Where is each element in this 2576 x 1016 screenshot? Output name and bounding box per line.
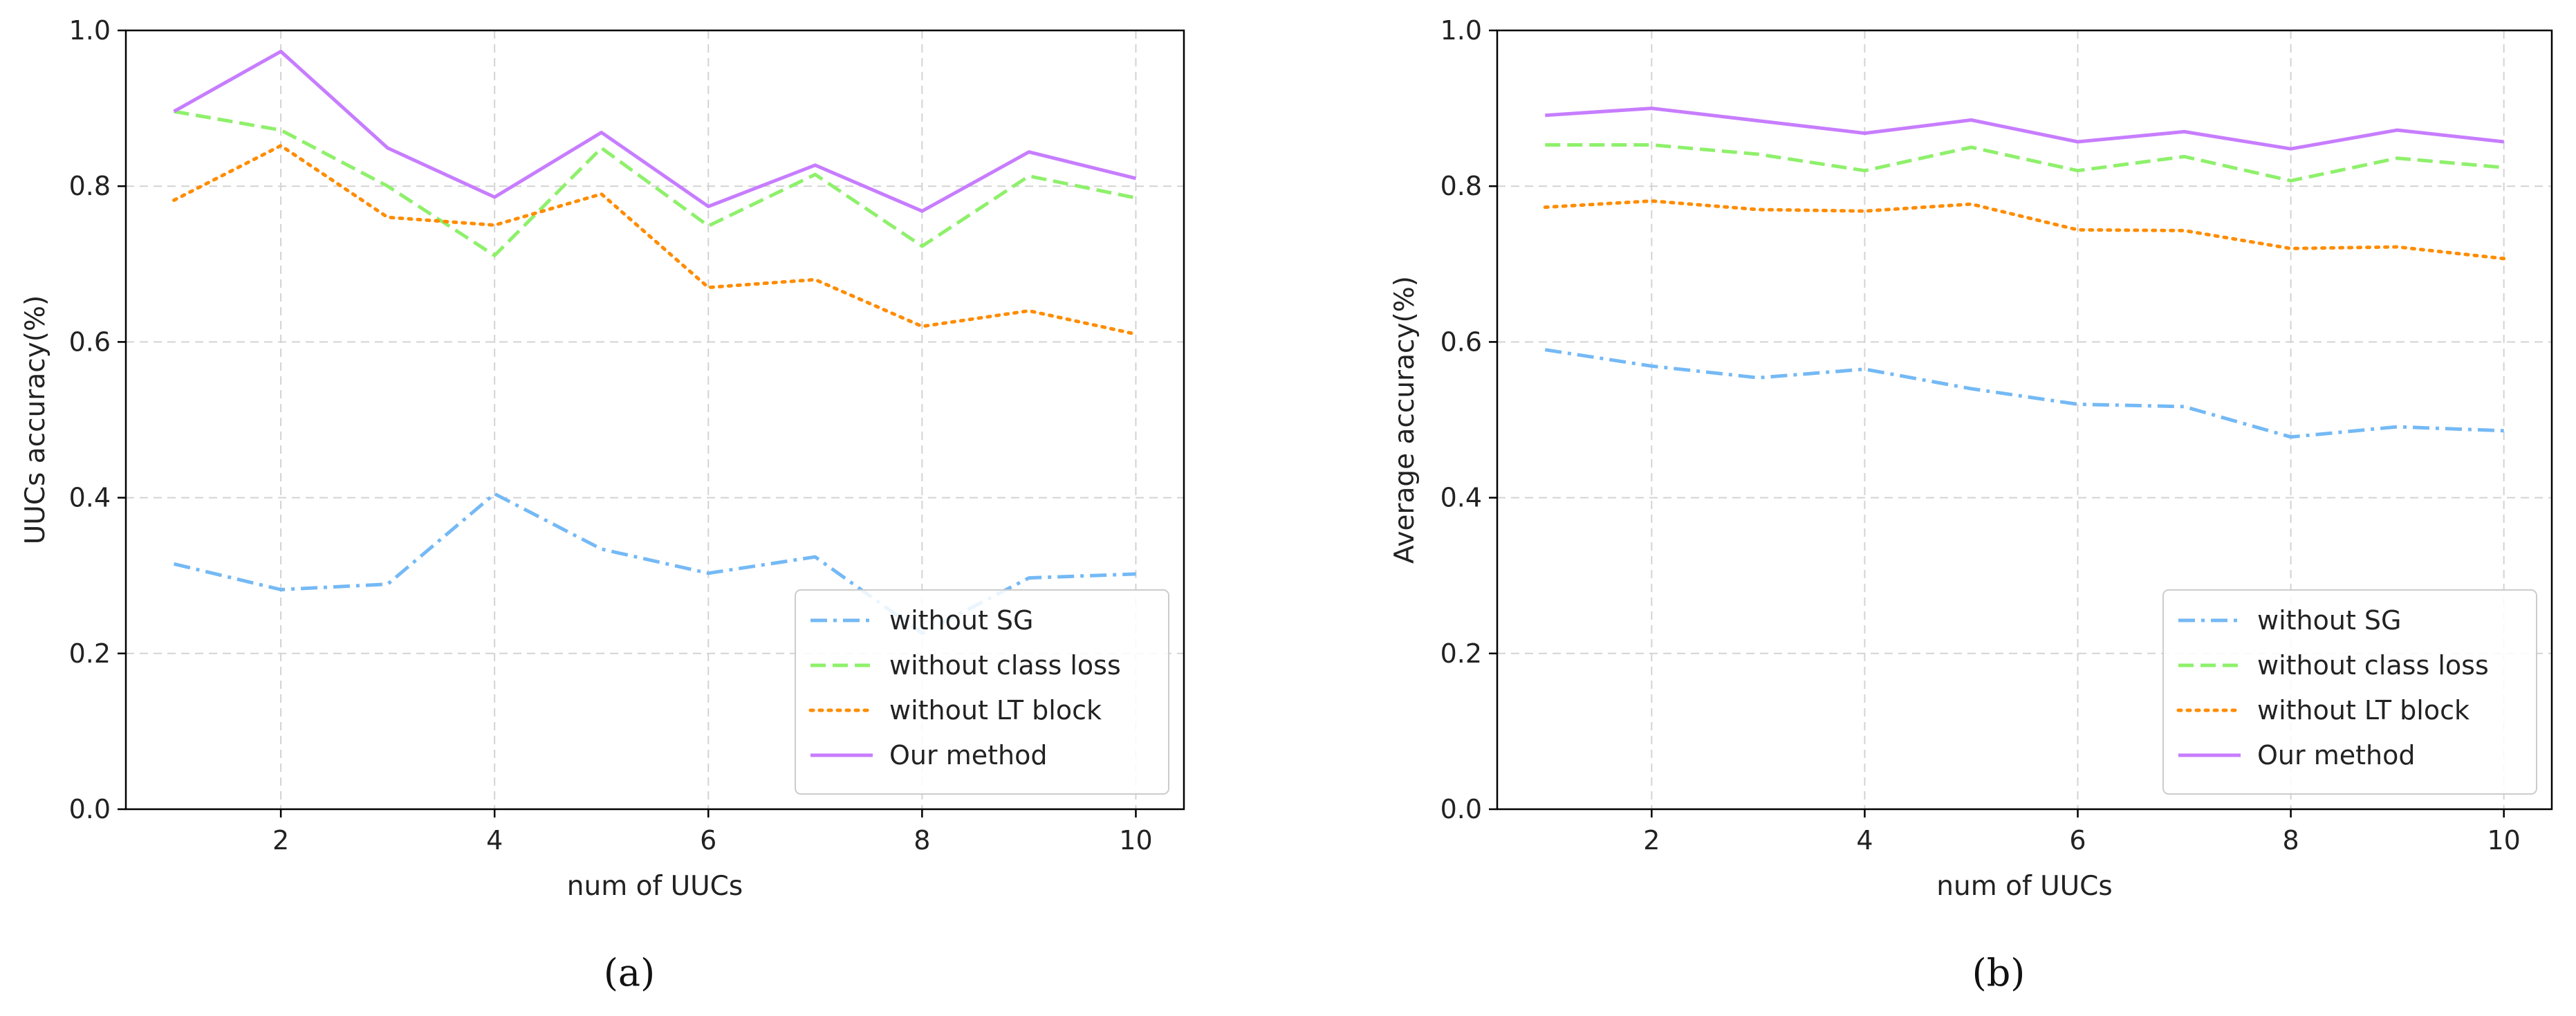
chart-b-series-without-sg: [1544, 348, 2504, 439]
chart-a-legend: without SG without class loss without LT b…: [795, 589, 1169, 795]
chart-b-series-our-method: [1545, 107, 2504, 151]
chart-b-legend-label: without LT block: [2257, 695, 2470, 726]
chart-b-y-axis-label: Average accuracy(%): [1389, 276, 1420, 564]
chart-a-ytick-label: 0.0: [69, 794, 111, 824]
chart-a-ytick-label: 0.8: [69, 171, 111, 201]
chart-b-ytick-label: 0.0: [1440, 794, 1482, 824]
chart-a-ytick-label: 1.0: [69, 15, 111, 46]
chart-b-series-without-lt-block: [1543, 199, 2506, 261]
chart-a-legend-label: without LT block: [889, 695, 1102, 726]
chart-b-axes-frame: [1496, 29, 2553, 811]
chart-b-xtick-label: 2: [1643, 825, 1660, 856]
chart-a-series-our-method: [173, 49, 1137, 213]
chart-a-xtick-label: 10: [1119, 825, 1152, 856]
chart-b-xtick-label: 10: [2487, 825, 2521, 856]
chart-a-legend-box: [795, 589, 1169, 795]
chart-b-ytick-label: 0.4: [1440, 483, 1482, 513]
chart-b-legend-label: without SG: [2257, 605, 2402, 636]
chart-a-legend-label: Our method: [889, 740, 1047, 770]
chart-a-xtick-label: 6: [700, 825, 716, 856]
chart-b-xtick-label: 6: [2069, 825, 2086, 856]
chart-b-legend-box: [2162, 589, 2537, 795]
chart-b-ytick-label: 0.6: [1440, 326, 1482, 357]
chart-a-xtick-label: 2: [272, 825, 289, 856]
chart-a-ytick-label: 0.2: [69, 638, 111, 669]
chart-b-ytick-label: 1.0: [1440, 15, 1482, 46]
chart-b-caption: (b): [1972, 951, 2026, 995]
chart-b-ytick-label: 0.8: [1440, 171, 1482, 201]
chart-b-legend-label: Our method: [2257, 740, 2415, 770]
chart-a-series-without-lt-block: [172, 144, 1138, 336]
chart-a-legend-label: without class loss: [889, 650, 1121, 681]
chart-b-legend-label: without class loss: [2257, 650, 2489, 681]
chart-b-xtick-label: 4: [1856, 825, 1873, 856]
chart-b-x-axis-label: num of UUCs: [1936, 871, 2112, 902]
chart-a: 2 4 6 8 10 0.0 0.2 0.4 0.6 0.8 1.0 num of UUCs UUCs …: [20, 15, 1185, 995]
chart-a-caption: (a): [604, 951, 655, 995]
chart-a-y-axis-label: UUCs accuracy(%): [20, 295, 51, 544]
chart-a-xtick-label: 8: [914, 825, 930, 856]
chart-b-ytick-label: 0.2: [1440, 638, 1482, 669]
chart-a-axes-frame: [124, 29, 1185, 811]
chart-b: 2 4 6 8 10 0.0 0.2 0.4 0.6 0.8 1.0 num of UUCs Avera…: [1389, 15, 2553, 995]
chart-a-ytick-label: 0.6: [69, 326, 111, 357]
chart-a-series-without-class-loss: [174, 109, 1136, 257]
chart-a-xtick-label: 4: [486, 825, 503, 856]
chart-b-series-without-class-loss: [1545, 143, 2504, 183]
chart-a-ytick-label: 0.4: [69, 483, 111, 513]
chart-b-xtick-label: 8: [2283, 825, 2299, 856]
chart-a-legend-label: without SG: [889, 605, 1034, 636]
chart-b-legend: without SG without class loss without LT b…: [2162, 589, 2537, 795]
chart-a-x-axis-label: num of UUCs: [567, 871, 743, 902]
